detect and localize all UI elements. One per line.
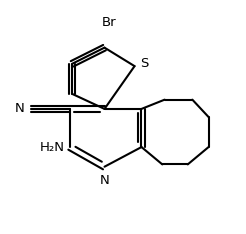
Text: Br: Br bbox=[102, 16, 116, 29]
Text: N: N bbox=[100, 174, 109, 187]
Text: H₂N: H₂N bbox=[40, 141, 65, 154]
Text: S: S bbox=[140, 57, 149, 70]
Text: N: N bbox=[15, 102, 25, 115]
